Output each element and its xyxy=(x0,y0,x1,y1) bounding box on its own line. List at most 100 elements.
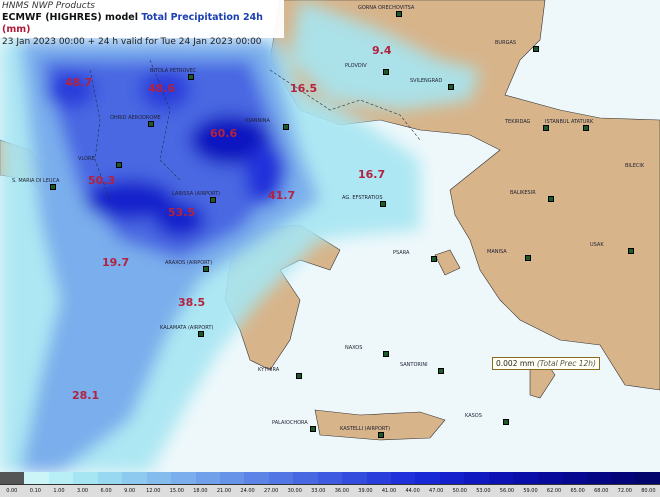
colorbar-swatch xyxy=(268,472,294,484)
city-label: ARAXOS (AIRPORT) xyxy=(165,260,213,266)
max-value-label: 41.7 xyxy=(268,189,296,202)
colorbar-swatch xyxy=(562,472,587,484)
city-label: BURGAS xyxy=(495,40,517,46)
max-value-label: 48.7 xyxy=(65,76,93,89)
city-marker xyxy=(533,46,539,52)
colorbar-swatch xyxy=(195,472,220,484)
city-label: SVILENGRAD xyxy=(410,78,443,84)
colorbar-tick-label: 9.00 xyxy=(124,488,136,494)
map-header: HNMS NWP Products ECMWF (HIGHRES) model … xyxy=(0,0,284,47)
colorbar-tick-label: 21.00 xyxy=(216,488,232,494)
max-value-label: 16.7 xyxy=(358,168,386,181)
city-label: VLORE xyxy=(78,156,95,162)
colorbar-swatch xyxy=(415,472,440,484)
city-label: KASOS xyxy=(465,413,482,419)
max-value-label: 19.7 xyxy=(102,256,130,269)
model-name: ECMWF (HIGHRES) model xyxy=(2,12,138,23)
colorbar-swatch xyxy=(610,472,636,484)
provider-label: HNMS NWP Products xyxy=(2,1,95,11)
city-label: PLOVDIV xyxy=(345,63,367,69)
colorbar-tick-label: 24.00 xyxy=(240,488,255,494)
colorbar-swatch xyxy=(48,472,74,484)
max-value-label: 38.5 xyxy=(178,296,206,309)
colorbar-swatch xyxy=(342,472,367,484)
city-marker xyxy=(396,11,402,17)
colorbar-swatch xyxy=(219,472,245,484)
unit-label: (mm) xyxy=(2,24,31,35)
city-marker xyxy=(203,266,209,272)
colorbar-tick-label: 50.00 xyxy=(452,488,467,494)
colorbar-swatch xyxy=(488,472,514,484)
city-label: BILECIK xyxy=(625,163,645,169)
colorbar-tick-label: 65.00 xyxy=(570,488,585,494)
colorbar-tick-label: 30.00 xyxy=(287,488,302,494)
city-label: SANTORINI xyxy=(400,362,428,368)
colorbar-tick-label: 36.00 xyxy=(334,488,350,494)
city-marker xyxy=(148,121,154,127)
colorbar-tick-label: 41.00 xyxy=(381,488,397,494)
max-value-label: 28.1 xyxy=(72,389,100,402)
probe-tooltip: 0.002 mm (Total Prec 12h) xyxy=(492,357,600,370)
city-label: MANISA xyxy=(487,249,507,255)
city-marker xyxy=(50,184,56,190)
city-label: ISTANBUL ATATURK xyxy=(545,119,594,125)
city-label: LARISSA (AIRPORT) xyxy=(172,191,221,197)
city-label: KYTHIRA xyxy=(258,367,280,373)
colorbar-tick-label: 59.00 xyxy=(523,488,538,494)
city-label: NAXOS xyxy=(345,345,363,351)
city-marker xyxy=(503,419,509,425)
city-label: BALIKESIR xyxy=(510,190,536,196)
colorbar-swatch xyxy=(122,472,147,484)
city-marker xyxy=(310,426,316,432)
city-label: USAK xyxy=(590,242,604,248)
max-value-label: 16.5 xyxy=(290,82,318,95)
probe-value: 0.002 mm xyxy=(496,359,535,368)
colorbar-swatch xyxy=(317,472,343,484)
city-marker xyxy=(431,256,437,262)
colorbar-tick-label: 44.00 xyxy=(405,488,420,494)
city-label: PSARA xyxy=(393,250,410,256)
city-marker xyxy=(198,331,204,337)
city-label: KASTELLI (AIRPORT) xyxy=(340,426,391,432)
city-label: OHRID AERODROME xyxy=(110,115,161,121)
city-marker xyxy=(383,351,389,357)
max-value-label: 50.3 xyxy=(88,174,116,187)
city-marker xyxy=(525,255,531,261)
city-label: AG. EFSTRATIOS xyxy=(342,195,383,201)
max-value-label: 60.6 xyxy=(210,127,238,140)
city-marker xyxy=(210,197,216,203)
city-marker xyxy=(583,125,589,131)
city-marker xyxy=(283,124,289,130)
city-marker xyxy=(438,368,444,374)
colorbar-swatch xyxy=(73,472,98,484)
colorbar-tick-label: 0.10 xyxy=(29,488,41,494)
city-marker xyxy=(383,69,389,75)
colorbar-swatch xyxy=(391,472,416,484)
colorbar-tick-label: 15.00 xyxy=(169,488,184,494)
city-marker xyxy=(548,196,554,202)
colorbar-swatch xyxy=(513,472,538,484)
colorbar-tick-label: 72.00 xyxy=(617,488,632,494)
colorbar-tick-label: 1.00 xyxy=(53,488,65,494)
colorbar-legend: 0.00 0.10 1.00 3.00 6.00 9.00 12.00 15.00 18.00 2… xyxy=(0,472,660,497)
colorbar-tick-label: 6.00 xyxy=(100,488,112,494)
city-marker xyxy=(378,432,384,438)
city-marker xyxy=(543,125,549,131)
colorbar-tick-label: 33.00 xyxy=(311,488,326,494)
city-label: IOANNINA xyxy=(245,118,270,124)
variable-name: Total Precipitation 24h xyxy=(141,12,263,23)
colorbar-swatch xyxy=(293,472,318,484)
colorbar-swatch xyxy=(635,472,660,484)
colorbar-tick-label: 0.00 xyxy=(6,488,18,494)
colorbar-tick-label: 27.00 xyxy=(263,488,279,494)
colorbar-swatch xyxy=(464,472,489,484)
colorbar-tick-label: 39.00 xyxy=(358,488,373,494)
city-label: GORNA ORECHOVITSA xyxy=(358,5,415,11)
colorbar-tick-label: 12.00 xyxy=(146,488,161,494)
colorbar-swatch xyxy=(146,472,172,484)
city-label: TEKIRDAG xyxy=(505,119,531,125)
city-label: BITOLA PETROVEC xyxy=(150,68,197,74)
city-label: S. MARIA DI LEUCA xyxy=(12,178,60,184)
city-marker xyxy=(296,373,302,379)
colorbar-swatch xyxy=(244,472,269,484)
